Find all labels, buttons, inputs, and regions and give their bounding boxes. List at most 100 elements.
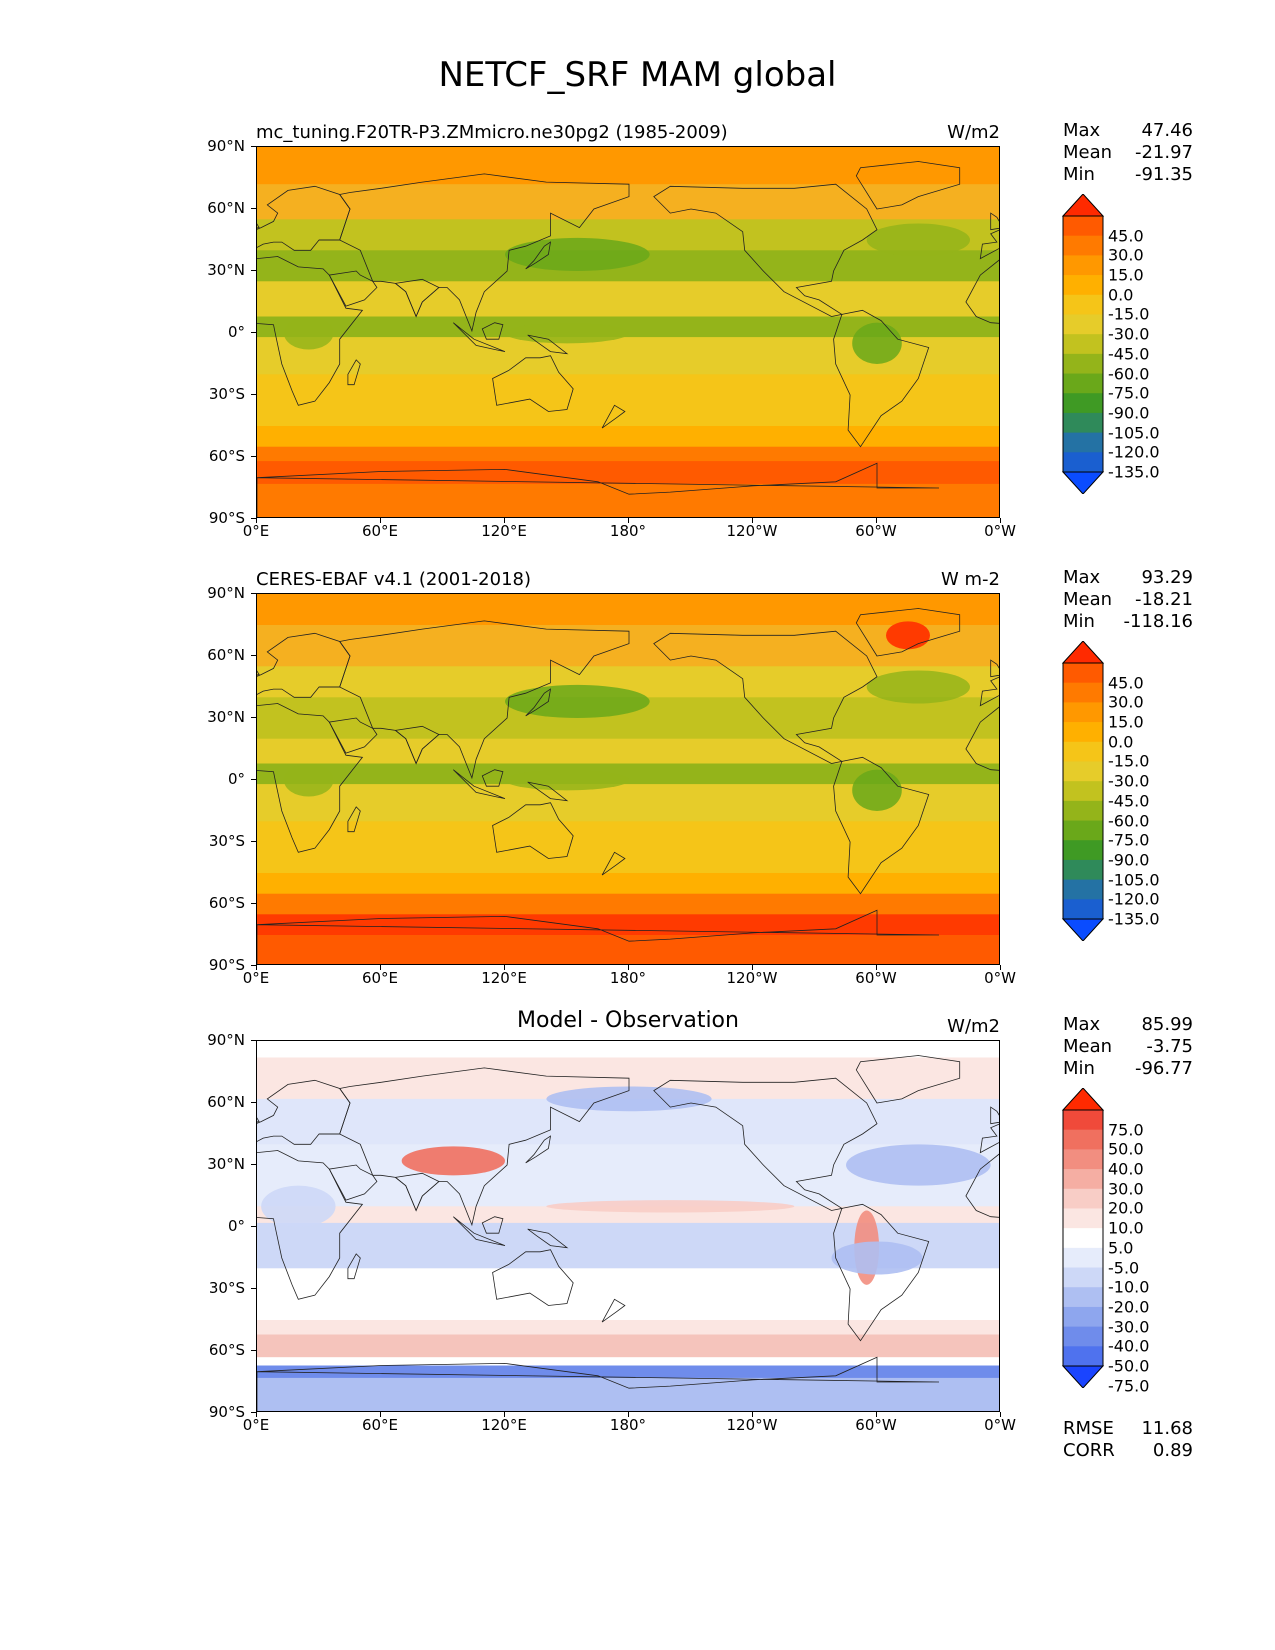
field-feature [846,1144,991,1186]
lon-tick-mark [628,1412,629,1417]
lat-tick-label: 30°S [208,832,245,850]
coastline-africa [257,1150,364,1300]
field-band [257,426,999,448]
stat-value: -21.97 [1134,142,1193,163]
lon-tick-label: 0°W [984,969,1016,987]
colorbar-segment [1063,334,1103,355]
lat-tick-label: 90°N [207,137,245,155]
lat-tick-mark [251,655,256,656]
field-feature [546,1200,795,1213]
colorbar-tick-label: -45.0 [1108,344,1150,364]
map-area [256,1040,1000,1412]
coastline-namerica [653,1077,878,1211]
field-feature [401,1146,505,1176]
lat-tick-mark [251,518,256,519]
stat-row: Max 85.99 [1063,1014,1193,1036]
colorbar-max-extend [1061,641,1105,664]
lon-tick-mark [1000,518,1001,523]
coastline-africa [257,256,364,406]
field-band [257,1365,999,1379]
coastline-uk-wrap [990,212,999,231]
lon-tick-mark [876,1412,877,1417]
colorbar-segment [1063,432,1103,453]
colorbar-segment [1063,452,1103,473]
colorbar-tick-label: 50.0 [1108,1139,1144,1159]
coastline-antarctica [257,1356,940,1411]
lat-tick-mark [251,1164,256,1165]
colorbar-segment [1063,1306,1103,1328]
colorbar-tick-label: 30.0 [1108,1179,1144,1199]
field-band [257,821,999,874]
stat-value: -18.21 [1134,589,1193,610]
lat-tick-mark [251,1040,256,1041]
coastline-newguinea [527,334,569,355]
coastline-japan [525,1135,552,1164]
coastline-europe-wrap [979,1123,999,1154]
colorbar-segment [1063,800,1103,821]
coastline-australia [492,1249,574,1306]
colorbar-segment [1063,314,1103,335]
metric-value: 0.89 [1152,1440,1193,1461]
coastline-uk-wrap [990,659,999,678]
lat-tick-mark [251,841,256,842]
lat-tick-label: 90°S [208,956,245,974]
lon-tick-mark [504,518,505,523]
colorbar-segment [1063,1346,1103,1367]
colorbar-segment [1063,255,1103,276]
stat-label: Min [1063,611,1095,632]
field-band [257,446,999,462]
lon-tick-mark [876,965,877,970]
field-band [257,935,999,964]
map-svg [257,594,999,964]
coastline-madagascar [347,806,361,833]
lat-tick-label: 90°S [208,1403,245,1421]
lat-tick-label: 30°S [208,1279,245,1297]
field-band [257,1206,999,1224]
map-svg [257,1041,999,1411]
lat-tick-mark [251,394,256,395]
panel-stats: Max 93.29 Mean -18.21 Min -118.16 [1063,567,1193,633]
colorbar-segment [1063,373,1103,394]
lon-tick-label: 120°E [481,522,527,540]
stat-row: Mean -3.75 [1063,1036,1193,1058]
colorbar-tick-label: -10.0 [1108,1277,1150,1297]
lat-tick-label: 90°S [208,509,245,527]
stat-value: -96.77 [1134,1058,1193,1079]
colorbar-segment [1063,1267,1103,1288]
lat-tick-mark [251,1226,256,1227]
lon-tick-label: 60°E [361,522,399,540]
coastline-arabia [328,270,378,307]
coastline-india_fix [394,725,440,765]
lat-tick-label: 0° [227,770,245,788]
lon-tick-label: 60°W [855,969,897,987]
colorbar-tick-label: 10.0 [1108,1218,1144,1238]
colorbar-tick-label: -105.0 [1108,870,1160,890]
coastline-borneo [481,769,504,787]
colorbar-frame [1062,1109,1104,1367]
colorbar-segment [1063,1208,1103,1229]
field-band [257,625,999,667]
colorbar-segment [1063,1149,1103,1170]
colorbar-segment [1063,899,1103,920]
lat-tick-label: 90°N [207,584,245,602]
lat-tick-mark [251,965,256,966]
colorbar-tick-label: -120.0 [1108,442,1160,462]
colorbar-tick-label: -90.0 [1108,403,1150,423]
colorbar-segment [1063,294,1103,315]
figure-title: NETCF_SRF MAM global [438,55,837,95]
colorbar-tick-label: 0.0 [1108,285,1134,305]
stat-row: Max 93.29 [1063,567,1193,589]
coastline-europe-wrap [979,676,999,707]
stat-row: Min -96.77 [1063,1058,1193,1080]
colorbar-min-extend [1061,471,1105,494]
lon-tick-label: 60°E [361,969,399,987]
stat-value: -118.16 [1123,611,1193,632]
colorbar-tick-label: -30.0 [1108,1317,1150,1337]
field-feature [283,316,334,350]
coastline-madagascar [347,359,361,386]
colorbar-segment [1063,1169,1103,1190]
coastline-samerica [833,1203,930,1342]
colorbar-tick-label: 45.0 [1108,226,1144,246]
stat-row: Mean -21.97 [1063,142,1193,164]
lon-tick-mark [628,965,629,970]
